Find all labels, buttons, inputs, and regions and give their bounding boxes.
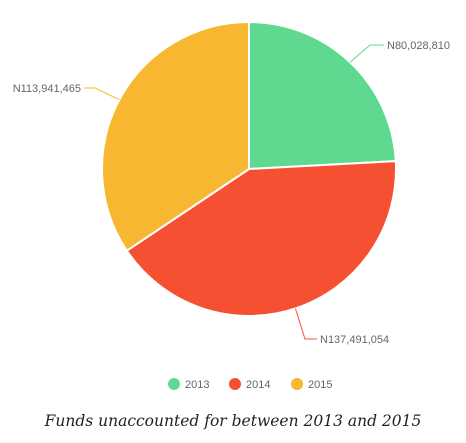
legend-marker-2015 <box>291 378 303 390</box>
pie-slices <box>101 20 397 317</box>
legend: 2013 2014 2015 <box>168 378 332 391</box>
leader-line-2014 <box>294 308 317 340</box>
data-labels: N80,028,810 N137,491,054 N113,941,465 <box>13 40 450 346</box>
legend-marker-2014 <box>229 378 241 390</box>
data-label-2015: N113,941,465 <box>13 83 81 95</box>
legend-label-2013: 2013 <box>185 379 209 391</box>
data-label-2013: N80,028,810 <box>387 40 450 52</box>
legend-label-2015: 2015 <box>308 379 332 391</box>
legend-marker-2013 <box>168 378 180 390</box>
leader-line-2015 <box>84 87 120 101</box>
chart-caption: Funds unaccounted for between 2013 and 2… <box>44 412 422 430</box>
legend-label-2014: 2014 <box>246 379 270 391</box>
leader-line-2013 <box>349 44 384 63</box>
pie-slice-2013 <box>248 20 397 171</box>
data-label-2014: N137,491,054 <box>320 334 389 346</box>
